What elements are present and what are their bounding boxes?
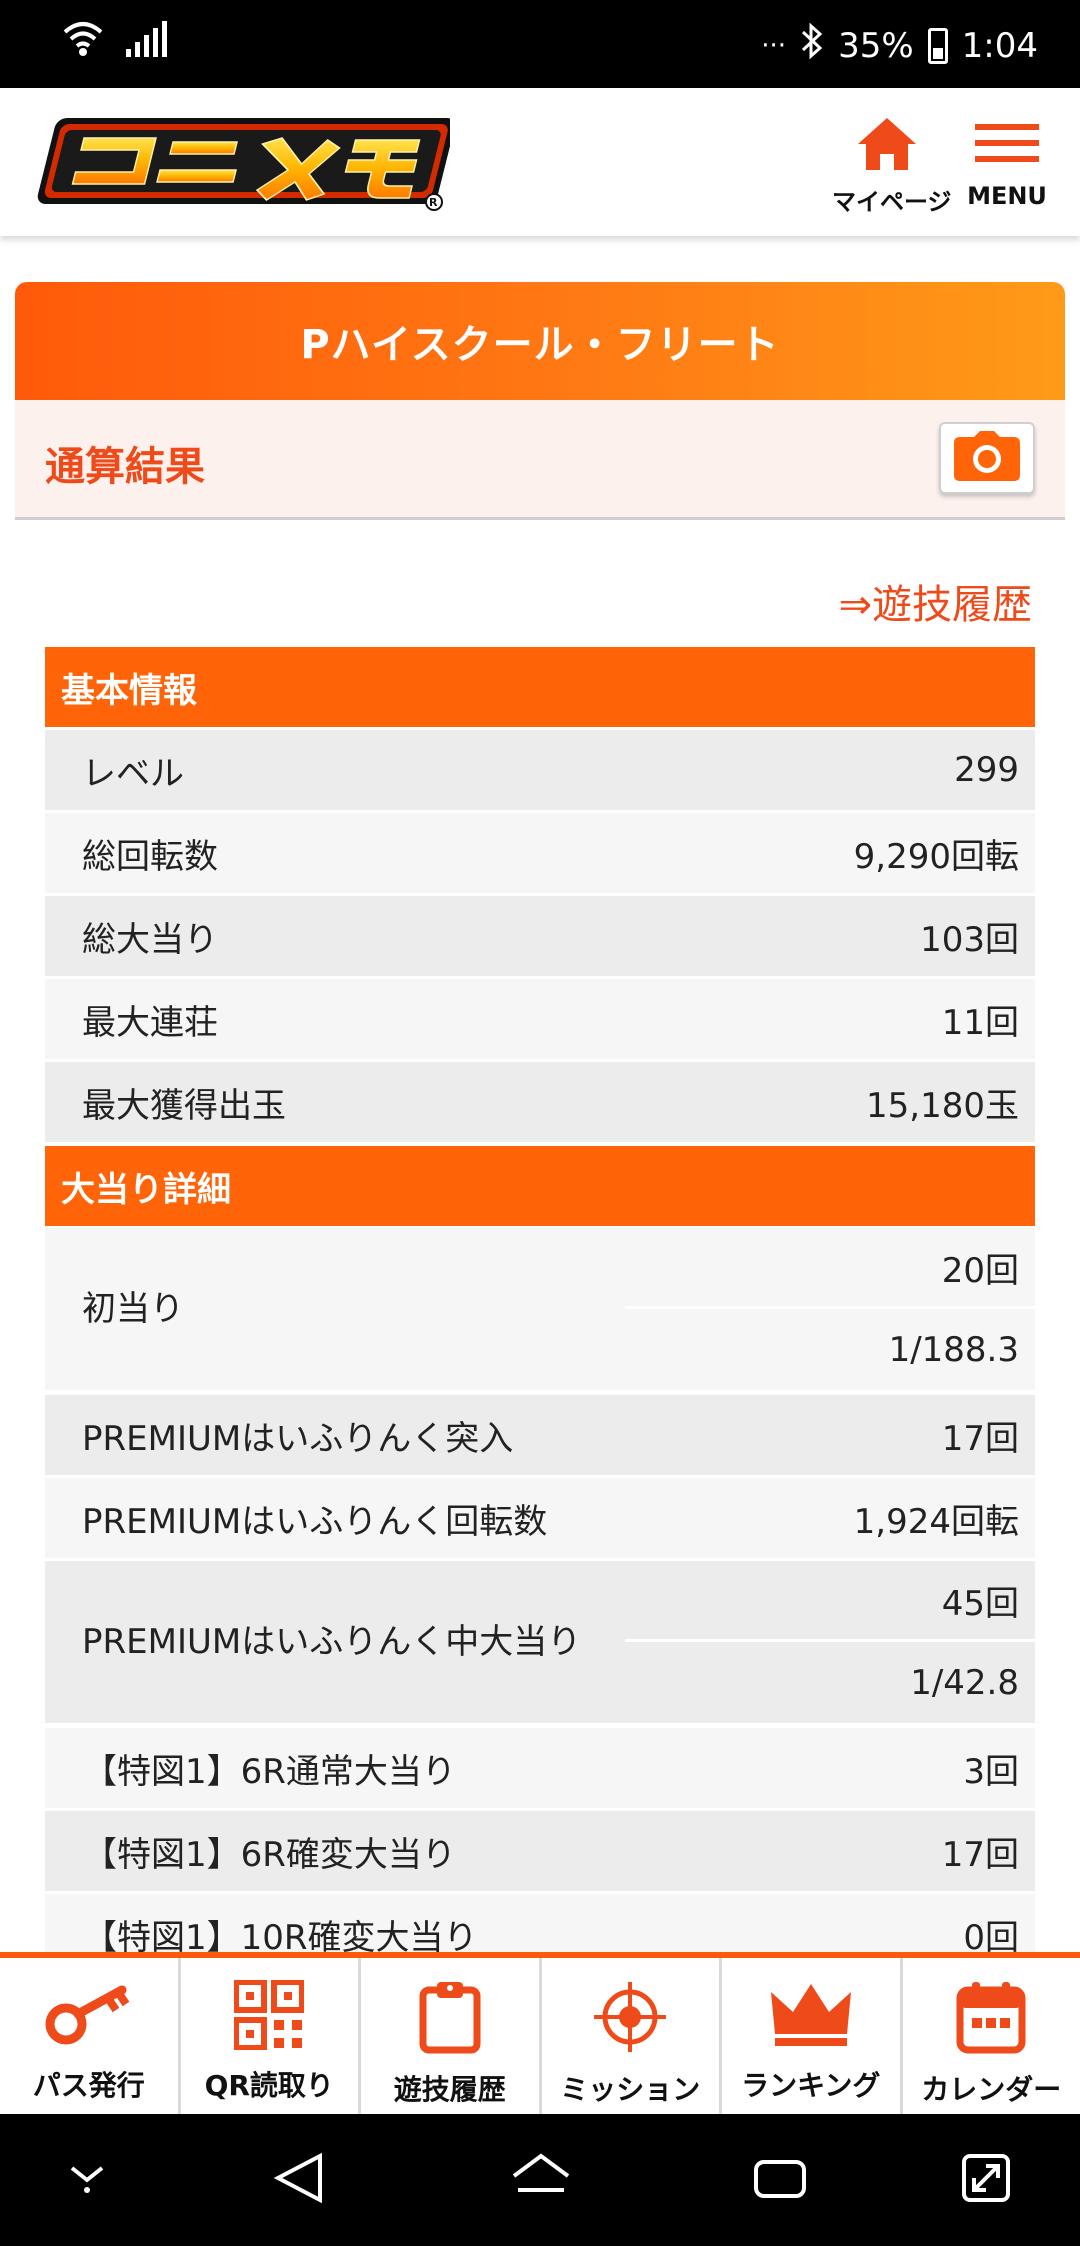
home-icon xyxy=(856,118,918,176)
battery-percent: 35% xyxy=(838,25,914,66)
subheader: 通算結果 xyxy=(15,400,1065,520)
section-basic-heading: 基本情報 xyxy=(45,647,1035,727)
table-row: 総大当り 103回 xyxy=(45,896,1035,976)
nav-label: ランキング xyxy=(741,2069,881,2102)
nav-label: カレンダー xyxy=(921,2073,1062,2106)
row-label: 【特図1】6R通常大当り xyxy=(83,1751,456,1792)
row-label: 総回転数 xyxy=(82,836,218,877)
row-value: 9,290回転 xyxy=(853,836,1019,877)
qr-icon xyxy=(233,1979,306,2054)
subheader-title: 通算結果 xyxy=(45,444,205,490)
row-value: 45回 xyxy=(625,1561,1035,1642)
hamburger-icon xyxy=(973,124,1041,176)
back-icon[interactable] xyxy=(272,2150,328,2210)
table-row: PREMIUMはいふりんく突入 17回 xyxy=(45,1395,1035,1475)
nav-label: ミッション xyxy=(560,2073,701,2106)
crown-icon xyxy=(769,1980,853,2054)
app-header: R マイページ MENU xyxy=(0,88,1080,236)
nav-calendar[interactable]: カレンダー xyxy=(903,1958,1080,2114)
signal-icon xyxy=(124,19,168,63)
table-row: 総回転数 9,290回転 xyxy=(45,813,1035,893)
row-label: レベル xyxy=(82,753,184,794)
row-value: 1/42.8 xyxy=(910,1662,1019,1703)
row-value: 11回 xyxy=(941,1002,1019,1043)
mypage-label: マイページ xyxy=(832,188,952,216)
table-row: 初当り 20回 1/188.3 xyxy=(45,1228,1035,1390)
nav-mission[interactable]: ミッション xyxy=(542,1958,722,2114)
camera-icon xyxy=(954,431,1020,485)
row-label: PREMIUMはいふりんく回転数 xyxy=(82,1501,548,1542)
nav-qr-scan[interactable]: QR読取り xyxy=(181,1958,361,2114)
clipboard-icon xyxy=(419,1980,481,2058)
expand-icon[interactable] xyxy=(958,2150,1014,2210)
status-bar: ··· 35% 1:04 xyxy=(0,0,1080,88)
nav-ranking[interactable]: ランキング xyxy=(722,1958,903,2114)
row-value: 103回 xyxy=(920,919,1019,960)
section-detail-heading: 大当り詳細 xyxy=(45,1146,1035,1226)
battery-icon xyxy=(927,27,948,64)
row-value: 299 xyxy=(954,750,1019,790)
svg-text:R: R xyxy=(429,196,438,209)
row-value: 15,180玉 xyxy=(866,1085,1019,1126)
row-value: 20回 xyxy=(625,1228,1035,1309)
row-label: 総大当り xyxy=(82,919,218,960)
table-row: PREMIUMはいふりんく回転数 1,924回転 xyxy=(45,1478,1035,1558)
row-label: PREMIUMはいふりんく突入 xyxy=(82,1418,514,1459)
menu-label: MENU xyxy=(967,182,1047,210)
system-nav-bar xyxy=(0,2114,1080,2246)
key-icon xyxy=(44,1980,134,2054)
row-value: 1/188.3 xyxy=(888,1329,1019,1370)
row-label: 最大連荘 xyxy=(82,1002,218,1043)
row-value: 0回 xyxy=(963,1917,1019,1958)
table-row: レベル 299 xyxy=(45,730,1035,810)
chevron-down-icon[interactable] xyxy=(62,2150,112,2204)
table-row: 【特図1】6R確変大当り 17回 xyxy=(45,1811,1035,1891)
row-label: 【特図1】6R確変大当り xyxy=(83,1834,456,1875)
target-icon xyxy=(590,1980,670,2058)
nav-label: 遊技履歴 xyxy=(393,2073,506,2106)
row-label: PREMIUMはいふりんく中大当り xyxy=(82,1622,582,1662)
table-row: 最大獲得出玉 15,180玉 xyxy=(45,1062,1035,1142)
wifi-icon xyxy=(62,18,104,64)
menu-button[interactable]: MENU xyxy=(952,116,1062,210)
row-value: 17回 xyxy=(941,1418,1019,1459)
bottom-nav: パス発行 QR読取り xyxy=(0,1952,1080,2114)
nav-label: QR読取り xyxy=(204,2069,334,2102)
brand-logo[interactable]: R xyxy=(30,114,455,218)
page-title: Pハイスクール・フリート xyxy=(15,282,1065,400)
calendar-icon xyxy=(956,1980,1026,2058)
play-history-link[interactable]: ⇒遊技履歴 xyxy=(838,582,1032,628)
nav-label: パス発行 xyxy=(32,2069,145,2102)
row-label: 最大獲得出玉 xyxy=(82,1085,286,1126)
nav-pass-issue[interactable]: パス発行 xyxy=(0,1958,181,2114)
row-label: 初当り xyxy=(82,1289,184,1329)
row-value: 17回 xyxy=(941,1834,1019,1875)
row-value: 1,924回転 xyxy=(853,1501,1019,1542)
bluetooth-icon xyxy=(800,22,824,69)
row-value: 3回 xyxy=(963,1751,1019,1792)
table-row: PREMIUMはいふりんく中大当り 45回 1/42.8 xyxy=(45,1561,1035,1723)
more-dots: ··· xyxy=(761,30,787,61)
mypage-button[interactable]: マイページ xyxy=(832,116,952,217)
clock: 1:04 xyxy=(961,25,1038,66)
row-label: 【特図1】10R確変大当り xyxy=(83,1917,478,1958)
camera-button[interactable] xyxy=(939,422,1035,494)
nav-play-history[interactable]: 遊技履歴 xyxy=(361,1958,542,2114)
table-row: 【特図1】6R通常大当り 3回 xyxy=(45,1728,1035,1808)
table-row: 最大連荘 11回 xyxy=(45,979,1035,1059)
home-nav-icon[interactable] xyxy=(510,2150,572,2210)
recents-icon[interactable] xyxy=(750,2150,810,2210)
